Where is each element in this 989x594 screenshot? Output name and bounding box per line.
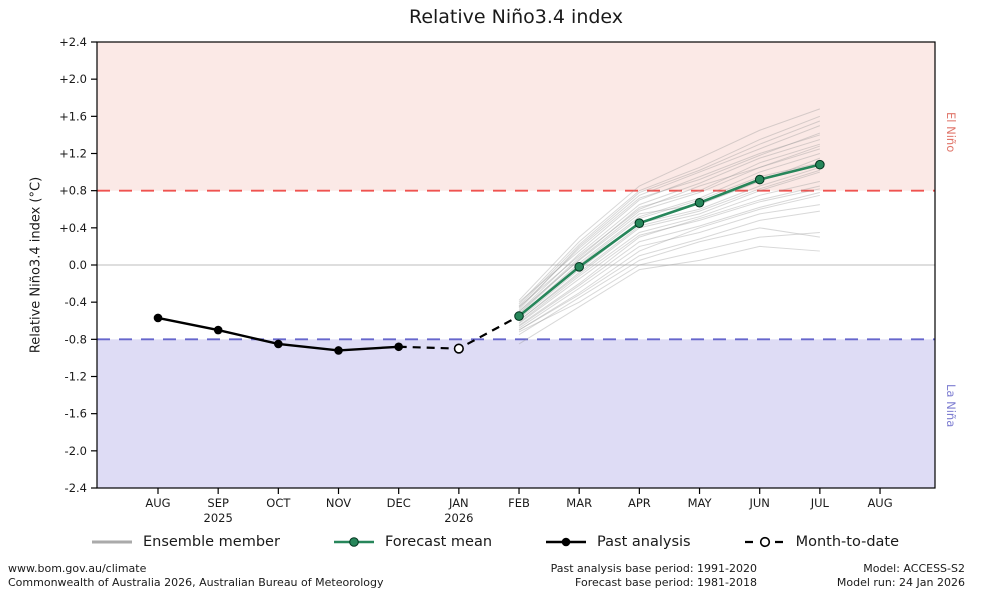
y-tick-label: +2.0 <box>59 72 87 86</box>
ensemble-member-line <box>518 210 820 331</box>
legend-item-past-analysis: Past analysis <box>544 534 691 550</box>
y-tick-label: -1.6 <box>65 407 87 421</box>
y-tick-label: -0.4 <box>65 295 87 309</box>
ensemble-member-line <box>518 169 821 322</box>
x-year-label: 2026 <box>444 511 473 525</box>
y-tick-label: +0.8 <box>59 184 87 198</box>
x-year-label: 2025 <box>204 511 233 525</box>
ensemble-member-line <box>518 194 820 331</box>
footer-model-name: Model: ACCESS-S2 <box>863 562 965 575</box>
ensemble-member-line-icon <box>91 540 132 544</box>
x-tick-label: MAR <box>566 496 592 510</box>
ensemble-member-line <box>518 166 821 320</box>
ensemble-member-line <box>518 125 821 310</box>
ensemble-member-line <box>518 108 821 301</box>
legend-item-forecast-mean: Forecast mean <box>332 534 492 550</box>
ensemble-member-line <box>518 171 821 322</box>
el-nino-region <box>97 42 935 191</box>
legend-label-past-analysis: Past analysis <box>597 534 691 550</box>
y-tick-label: -2.4 <box>65 481 87 495</box>
past-analysis-marker <box>334 346 343 355</box>
ensemble-member-line <box>518 192 820 327</box>
x-tick-label: DEC <box>387 496 411 510</box>
x-tick-label: NOV <box>326 496 351 510</box>
footer-model-run: Model run: 24 Jan 2026 <box>836 576 965 590</box>
past-analysis-marker <box>274 339 283 349</box>
ensemble-member-line <box>518 204 820 329</box>
y-tick-label: +0.4 <box>59 221 87 235</box>
ensemble-member-line <box>518 139 821 312</box>
el-nino-region-label: El Niño <box>944 112 958 153</box>
y-tick-label: +2.4 <box>59 35 87 49</box>
footer-copyright: Commonwealth of Australia 2026, Australi… <box>8 576 384 590</box>
past-analysis-marker <box>213 325 223 335</box>
ensemble-member-line <box>518 143 821 314</box>
ensemble-member-line <box>518 145 821 315</box>
ensemble-member-line <box>518 188 820 324</box>
forecast-mean-marker <box>574 262 584 272</box>
footer-forecast-base-period: Forecast base period: 1981-2018 <box>575 576 757 590</box>
footer-base-periods-block: Past analysis base period: 1991-2020 For… <box>551 562 757 591</box>
x-tick-label: JUL <box>810 496 830 510</box>
forecast-mean-marker <box>514 311 524 321</box>
legend-item-month-to-date: Month-to-date <box>743 534 899 550</box>
month-to-date-marker <box>453 343 464 354</box>
month-to-date-marker-icon <box>744 536 785 548</box>
footer-model-block: Model: ACCESS-S2 Model run: 24 Jan 2026 <box>815 562 965 591</box>
y-tick-label: -1.2 <box>65 370 87 384</box>
x-tick-label: JAN <box>448 496 469 510</box>
ensemble-member-line <box>518 148 821 308</box>
ensemble-member-line <box>518 132 821 309</box>
ensemble-member-line <box>518 120 821 307</box>
ensemble-member-line <box>518 180 820 324</box>
legend-label-ensemble-member: Ensemble member <box>142 534 280 550</box>
ensemble-member-line <box>518 231 820 333</box>
x-tick-label: MAY <box>688 496 713 510</box>
chart-title: Relative Niño3.4 index <box>408 6 624 28</box>
x-tick-label: APR <box>628 496 651 510</box>
ensemble-member-line <box>518 227 820 336</box>
y-tick-label: -2.0 <box>65 444 87 458</box>
la-nina-region-label: La Niña <box>944 384 958 428</box>
forecast-mean-line <box>518 163 821 318</box>
x-tick-label: OCT <box>266 496 291 510</box>
forecast-mean-line-icon <box>333 537 374 547</box>
past-analysis-marker <box>153 313 163 323</box>
ensemble-member-line <box>518 115 821 305</box>
legend: Ensemble member Forecast mean Past analy… <box>0 530 989 554</box>
past-analysis-line-icon <box>546 537 587 547</box>
y-tick-label: +1.6 <box>59 109 87 123</box>
x-tick-label: JUN <box>748 496 769 510</box>
forecast-mean-marker <box>754 174 765 185</box>
footer-past-base-period: Past analysis base period: 1991-2020 <box>550 562 757 575</box>
x-tick-label: FEB <box>508 496 530 510</box>
ensemble-member-line <box>518 185 820 326</box>
forecast-mean-marker <box>694 197 705 208</box>
past-analysis-marker <box>394 342 403 352</box>
footer-source-block: www.bom.gov.au/climate Commonwealth of A… <box>8 562 551 591</box>
legend-label-month-to-date: Month-to-date <box>795 534 900 550</box>
footer-url: www.bom.gov.au/climate <box>8 562 147 575</box>
forecast-mean-marker <box>634 218 645 228</box>
x-tick-label: SEP <box>207 496 229 510</box>
x-tick-label: AUG <box>867 496 892 510</box>
footer: www.bom.gov.au/climate Commonwealth of A… <box>8 562 965 591</box>
la-nina-region <box>97 339 935 488</box>
y-tick-label: 0.0 <box>69 258 87 272</box>
ensemble-member-line <box>518 153 821 317</box>
ensemble-member-line <box>518 134 821 303</box>
legend-item-ensemble-member: Ensemble member <box>90 534 280 550</box>
ensemble-member-line <box>518 245 820 345</box>
forecast-mean-marker <box>815 159 825 170</box>
y-tick-label: -0.8 <box>65 332 87 346</box>
x-tick-label: AUG <box>145 496 170 510</box>
y-tick-label: +1.2 <box>59 147 87 161</box>
legend-label-forecast-mean: Forecast mean <box>384 534 493 550</box>
